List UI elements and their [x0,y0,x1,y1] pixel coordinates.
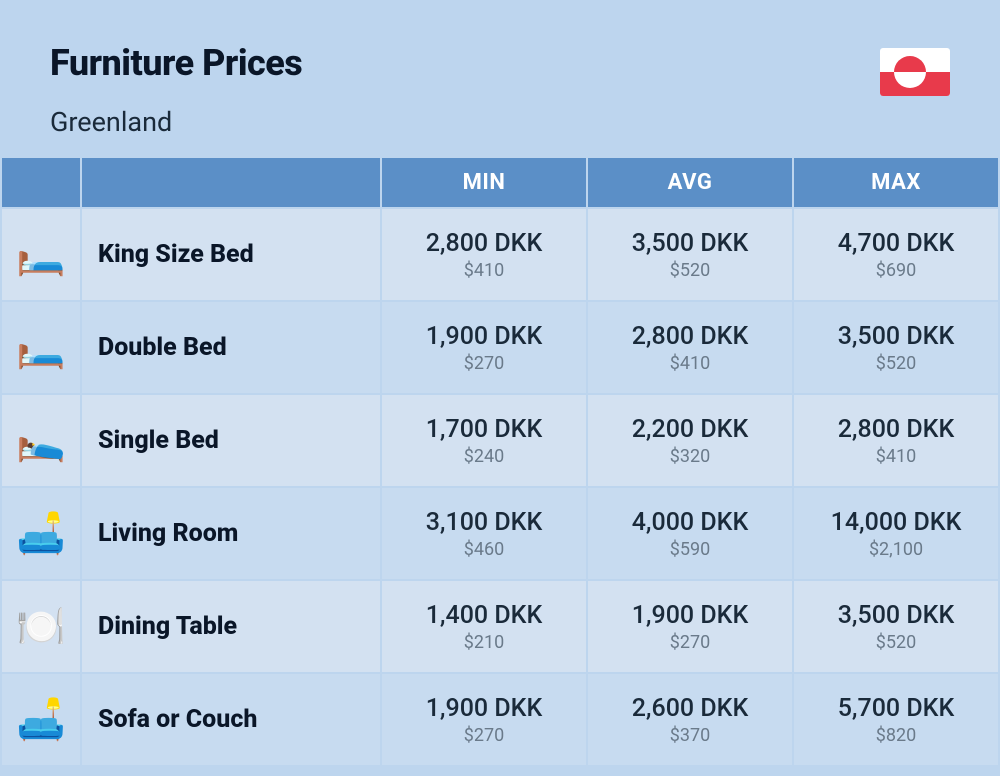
price-avg-usd: $520 [588,260,792,281]
price-min: 1,900 DKK$270 [381,673,587,766]
price-avg-usd: $270 [588,632,792,653]
price-min: 1,400 DKK$210 [381,580,587,673]
price-avg-main: 1,900 DKK [588,601,792,630]
title-block: Furniture Prices Greenland [50,42,302,138]
price-max-main: 2,800 DKK [794,415,998,444]
page-subtitle: Greenland [50,106,302,138]
col-avg: AVG [587,157,793,208]
price-avg: 3,500 DKK$520 [587,208,793,301]
price-max-main: 3,500 DKK [794,322,998,351]
price-min-main: 1,900 DKK [382,322,586,351]
furniture-name: Dining Table [81,580,381,673]
price-avg-main: 4,000 DKK [588,508,792,537]
price-avg: 2,600 DKK$370 [587,673,793,766]
price-min: 3,100 DKK$460 [381,487,587,580]
price-max-usd: $520 [794,353,998,374]
price-max: 5,700 DKK$820 [793,673,999,766]
price-min-usd: $240 [382,446,586,467]
prices-table: MIN AVG MAX 🛏️King Size Bed2,800 DKK$410… [0,156,1000,767]
table-row: 🛋️Sofa or Couch1,900 DKK$2702,600 DKK$37… [1,673,999,766]
price-min-main: 3,100 DKK [382,508,586,537]
price-max: 2,800 DKK$410 [793,394,999,487]
furniture-name: Single Bed [81,394,381,487]
greenland-flag-icon [880,48,950,96]
price-avg: 4,000 DKK$590 [587,487,793,580]
price-min-usd: $410 [382,260,586,281]
price-max-usd: $820 [794,725,998,746]
header: Furniture Prices Greenland [0,0,1000,156]
price-min-usd: $270 [382,353,586,374]
furniture-name: Double Bed [81,301,381,394]
price-max: 3,500 DKK$520 [793,301,999,394]
price-max-main: 3,500 DKK [794,601,998,630]
col-max: MAX [793,157,999,208]
price-max-usd: $520 [794,632,998,653]
table-row: 🛏️King Size Bed2,800 DKK$4103,500 DKK$52… [1,208,999,301]
price-avg-usd: $590 [588,539,792,560]
col-min: MIN [381,157,587,208]
price-min-usd: $210 [382,632,586,653]
furniture-icon: 🛏️ [1,208,81,301]
price-avg-usd: $320 [588,446,792,467]
price-avg: 2,800 DKK$410 [587,301,793,394]
price-min-main: 2,800 DKK [382,229,586,258]
price-max-usd: $410 [794,446,998,467]
price-min: 2,800 DKK$410 [381,208,587,301]
price-min-main: 1,400 DKK [382,601,586,630]
price-avg-usd: $410 [588,353,792,374]
price-max-main: 14,000 DKK [794,508,998,537]
price-avg-main: 3,500 DKK [588,229,792,258]
furniture-icon: 🛋️ [1,673,81,766]
price-min-main: 1,700 DKK [382,415,586,444]
price-avg-usd: $370 [588,725,792,746]
furniture-icon: 🍽️ [1,580,81,673]
furniture-icon: 🛌 [1,394,81,487]
price-avg-main: 2,600 DKK [588,694,792,723]
page-title: Furniture Prices [50,42,302,84]
price-max-usd: $690 [794,260,998,281]
col-icon [1,157,81,208]
table-row: 🛏️Double Bed1,900 DKK$2702,800 DKK$4103,… [1,301,999,394]
furniture-name: Sofa or Couch [81,673,381,766]
price-max: 3,500 DKK$520 [793,580,999,673]
furniture-icon: 🛏️ [1,301,81,394]
price-avg-main: 2,800 DKK [588,322,792,351]
price-min-usd: $270 [382,725,586,746]
price-max-main: 4,700 DKK [794,229,998,258]
price-min: 1,700 DKK$240 [381,394,587,487]
price-avg: 2,200 DKK$320 [587,394,793,487]
col-name [81,157,381,208]
price-avg: 1,900 DKK$270 [587,580,793,673]
price-min-main: 1,900 DKK [382,694,586,723]
price-max: 14,000 DKK$2,100 [793,487,999,580]
furniture-icon: 🛋️ [1,487,81,580]
furniture-name: King Size Bed [81,208,381,301]
table-row: 🍽️Dining Table1,400 DKK$2101,900 DKK$270… [1,580,999,673]
table-row: 🛋️Living Room3,100 DKK$4604,000 DKK$5901… [1,487,999,580]
table-row: 🛌Single Bed1,700 DKK$2402,200 DKK$3202,8… [1,394,999,487]
price-max-usd: $2,100 [794,539,998,560]
furniture-name: Living Room [81,487,381,580]
price-avg-main: 2,200 DKK [588,415,792,444]
price-min: 1,900 DKK$270 [381,301,587,394]
price-min-usd: $460 [382,539,586,560]
price-max: 4,700 DKK$690 [793,208,999,301]
price-max-main: 5,700 DKK [794,694,998,723]
